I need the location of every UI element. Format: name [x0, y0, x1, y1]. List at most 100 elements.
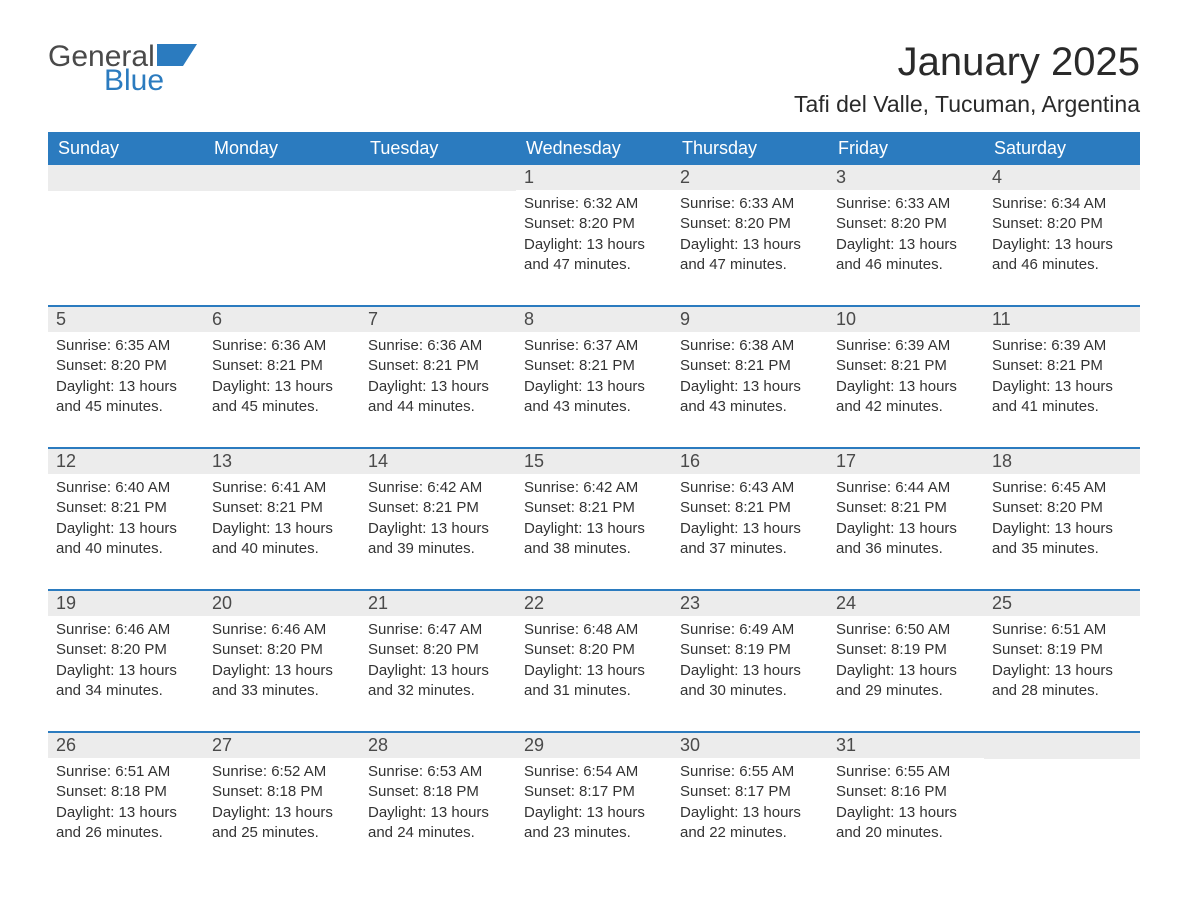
- day-cell: 23Sunrise: 6:49 AMSunset: 8:19 PMDayligh…: [672, 591, 828, 719]
- day-line: Sunset: 8:19 PM: [680, 640, 820, 660]
- day-body: Sunrise: 6:35 AMSunset: 8:20 PMDaylight:…: [48, 332, 204, 417]
- day-number: 11: [992, 309, 1011, 329]
- day-body: Sunrise: 6:51 AMSunset: 8:18 PMDaylight:…: [48, 758, 204, 843]
- day-line: Sunrise: 6:41 AM: [212, 478, 352, 498]
- day-line: Sunset: 8:20 PM: [56, 640, 196, 660]
- day-line: Sunrise: 6:34 AM: [992, 194, 1132, 214]
- day-line: Sunrise: 6:49 AM: [680, 620, 820, 640]
- day-number: 8: [524, 309, 534, 329]
- day-cell: 17Sunrise: 6:44 AMSunset: 8:21 PMDayligh…: [828, 449, 984, 577]
- day-number: 16: [680, 451, 700, 471]
- day-body: Sunrise: 6:47 AMSunset: 8:20 PMDaylight:…: [360, 616, 516, 701]
- day-line: Daylight: 13 hours and 39 minutes.: [368, 519, 508, 560]
- day-line: Daylight: 13 hours and 35 minutes.: [992, 519, 1132, 560]
- day-cell: 12 Sunrise: 6:40 AMSunset: 8:21 PMDayligh…: [48, 449, 204, 577]
- day-cell: 26Sunrise: 6:51 AMSunset: 8:18 PMDayligh…: [48, 733, 204, 861]
- day-line: Daylight: 13 hours and 45 minutes.: [212, 377, 352, 418]
- day-line: Sunrise: 6:38 AM: [680, 336, 820, 356]
- day-line: Sunset: 8:21 PM: [524, 356, 664, 376]
- location: Tafi del Valle, Tucuman, Argentina: [794, 91, 1140, 118]
- day-line: Sunset: 8:17 PM: [680, 782, 820, 802]
- day-line: Daylight: 13 hours and 22 minutes.: [680, 803, 820, 844]
- day-number: 1: [524, 167, 534, 187]
- day-body: Sunrise: 6:54 AMSunset: 8:17 PMDaylight:…: [516, 758, 672, 843]
- day-line: Sunset: 8:20 PM: [992, 498, 1132, 518]
- day-cell: 10Sunrise: 6:39 AMSunset: 8:21 PMDayligh…: [828, 307, 984, 435]
- day-line: Daylight: 13 hours and 38 minutes.: [524, 519, 664, 560]
- day-number: 5: [56, 309, 66, 329]
- day-number: 18: [992, 451, 1012, 471]
- day-number: 21: [368, 593, 388, 613]
- day-body: Sunrise: 6:43 AMSunset: 8:21 PMDaylight:…: [672, 474, 828, 559]
- day-body: Sunrise: 6:48 AMSunset: 8:20 PMDaylight:…: [516, 616, 672, 701]
- day-body: Sunrise: 6:40 AMSunset: 8:21 PMDaylight:…: [48, 474, 204, 559]
- day-body: Sunrise: 6:42 AMSunset: 8:21 PMDaylight:…: [360, 474, 516, 559]
- day-number: 12: [56, 451, 76, 471]
- day-line: Sunrise: 6:52 AM: [212, 762, 352, 782]
- week-row: 26Sunrise: 6:51 AMSunset: 8:18 PMDayligh…: [48, 731, 1140, 861]
- day-line: Daylight: 13 hours and 28 minutes.: [992, 661, 1132, 702]
- day-line: Sunrise: 6:37 AM: [524, 336, 664, 356]
- day-number: 6: [212, 309, 222, 329]
- day-line: Sunrise: 6:33 AM: [680, 194, 820, 214]
- day-body: Sunrise: 6:33 AMSunset: 8:20 PMDaylight:…: [828, 190, 984, 275]
- day-body: Sunrise: 6:37 AMSunset: 8:21 PMDaylight:…: [516, 332, 672, 417]
- day-line: Daylight: 13 hours and 42 minutes.: [836, 377, 976, 418]
- day-line: Daylight: 13 hours and 24 minutes.: [368, 803, 508, 844]
- weekday-header: Saturday: [984, 132, 1140, 165]
- day-cell: 22Sunrise: 6:48 AMSunset: 8:20 PMDayligh…: [516, 591, 672, 719]
- day-body: Sunrise: 6:34 AMSunset: 8:20 PMDaylight:…: [984, 190, 1140, 275]
- day-line: Daylight: 13 hours and 26 minutes.: [56, 803, 196, 844]
- day-line: Sunrise: 6:55 AM: [836, 762, 976, 782]
- title-block: January 2025 Tafi del Valle, Tucuman, Ar…: [794, 40, 1140, 118]
- day-line: Sunrise: 6:45 AM: [992, 478, 1132, 498]
- day-cell: 14Sunrise: 6:42 AMSunset: 8:21 PMDayligh…: [360, 449, 516, 577]
- month-title: January 2025: [794, 40, 1140, 85]
- weekday-header: Wednesday: [516, 132, 672, 165]
- day-line: Sunset: 8:18 PM: [368, 782, 508, 802]
- day-number: 23: [680, 593, 700, 613]
- day-cell: 24Sunrise: 6:50 AMSunset: 8:19 PMDayligh…: [828, 591, 984, 719]
- day-line: Sunrise: 6:39 AM: [992, 336, 1132, 356]
- day-body: Sunrise: 6:55 AMSunset: 8:17 PMDaylight:…: [672, 758, 828, 843]
- day-line: Daylight: 13 hours and 25 minutes.: [212, 803, 352, 844]
- day-line: Sunrise: 6:39 AM: [836, 336, 976, 356]
- day-line: Daylight: 13 hours and 40 minutes.: [56, 519, 196, 560]
- day-line: Sunset: 8:20 PM: [56, 356, 196, 376]
- day-line: Sunset: 8:20 PM: [524, 640, 664, 660]
- day-line: Sunrise: 6:42 AM: [524, 478, 664, 498]
- day-line: Sunset: 8:21 PM: [56, 498, 196, 518]
- day-cell: 13Sunrise: 6:41 AMSunset: 8:21 PMDayligh…: [204, 449, 360, 577]
- day-line: Sunset: 8:21 PM: [524, 498, 664, 518]
- day-cell: 2Sunrise: 6:33 AMSunset: 8:20 PMDaylight…: [672, 165, 828, 293]
- day-line: Sunset: 8:21 PM: [212, 356, 352, 376]
- day-body: Sunrise: 6:36 AMSunset: 8:21 PMDaylight:…: [360, 332, 516, 417]
- day-cell: 4Sunrise: 6:34 AMSunset: 8:20 PMDaylight…: [984, 165, 1140, 293]
- day-line: Sunrise: 6:47 AM: [368, 620, 508, 640]
- day-line: Sunset: 8:19 PM: [836, 640, 976, 660]
- day-body: Sunrise: 6:55 AMSunset: 8:16 PMDaylight:…: [828, 758, 984, 843]
- day-line: Daylight: 13 hours and 31 minutes.: [524, 661, 664, 702]
- day-cell: 1Sunrise: 6:32 AMSunset: 8:20 PMDaylight…: [516, 165, 672, 293]
- week-row: 12 Sunrise: 6:40 AMSunset: 8:21 PMDayligh…: [48, 447, 1140, 577]
- weekday-header-row: SundayMondayTuesdayWednesdayThursdayFrid…: [48, 132, 1140, 165]
- day-line: Sunrise: 6:44 AM: [836, 478, 976, 498]
- day-cell: 8 Sunrise: 6:37 AMSunset: 8:21 PMDaylight…: [516, 307, 672, 435]
- day-cell: 25Sunrise: 6:51 AMSunset: 8:19 PMDayligh…: [984, 591, 1140, 719]
- weekday-header: Tuesday: [360, 132, 516, 165]
- day-body: Sunrise: 6:46 AMSunset: 8:20 PMDaylight:…: [204, 616, 360, 701]
- day-line: Daylight: 13 hours and 43 minutes.: [524, 377, 664, 418]
- day-number: 3: [836, 167, 846, 187]
- day-cell: 16 Sunrise: 6:43 AMSunset: 8:21 PMDayligh…: [672, 449, 828, 577]
- day-body: Sunrise: 6:33 AMSunset: 8:20 PMDaylight:…: [672, 190, 828, 275]
- day-line: Sunset: 8:20 PM: [680, 214, 820, 234]
- day-line: Sunset: 8:20 PM: [368, 640, 508, 660]
- day-body: Sunrise: 6:52 AMSunset: 8:18 PMDaylight:…: [204, 758, 360, 843]
- day-cell: 9Sunrise: 6:38 AMSunset: 8:21 PMDaylight…: [672, 307, 828, 435]
- day-cell: 30Sunrise: 6:55 AMSunset: 8:17 PMDayligh…: [672, 733, 828, 861]
- day-cell: 18 Sunrise: 6:45 AMSunset: 8:20 PMDayligh…: [984, 449, 1140, 577]
- day-body: Sunrise: 6:46 AMSunset: 8:20 PMDaylight:…: [48, 616, 204, 701]
- day-cell: 20Sunrise: 6:46 AMSunset: 8:20 PMDayligh…: [204, 591, 360, 719]
- day-line: Daylight: 13 hours and 46 minutes.: [836, 235, 976, 276]
- day-line: Daylight: 13 hours and 36 minutes.: [836, 519, 976, 560]
